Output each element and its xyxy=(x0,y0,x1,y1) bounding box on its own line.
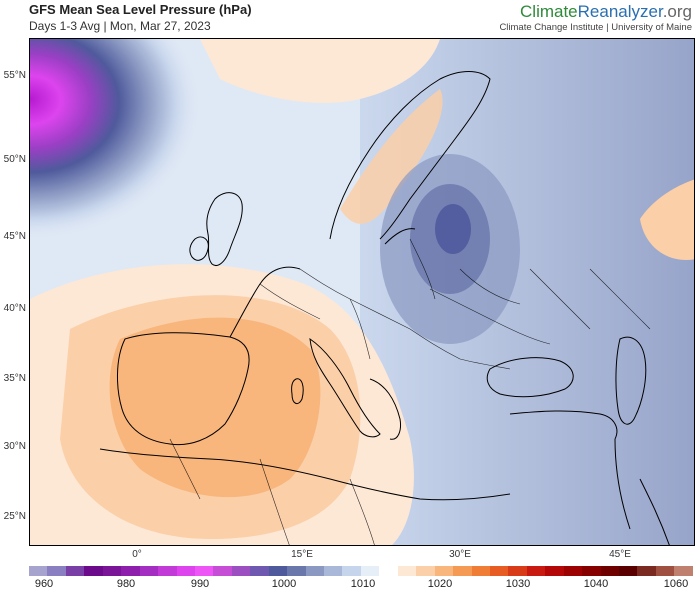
colorbar-swatch xyxy=(84,566,103,576)
colorbar-swatch xyxy=(600,566,619,576)
colorbar-swatch xyxy=(65,566,85,576)
lat-label-35: 35°N xyxy=(3,373,26,384)
colorbar-swatch xyxy=(158,566,177,576)
colorbar-swatch xyxy=(287,566,306,576)
colorbar-swatch xyxy=(213,566,232,576)
colorbar-swatch xyxy=(655,566,675,576)
colorbar-swatch xyxy=(250,566,269,576)
colorbar-swatch xyxy=(453,566,472,576)
brand-subtitle: Climate Change Institute | University of… xyxy=(499,22,692,33)
pressure-map-svg xyxy=(30,39,694,545)
colorbar-swatch xyxy=(194,566,214,576)
map-title: GFS Mean Sea Level Pressure (hPa) xyxy=(29,2,252,17)
colorbar-swatch xyxy=(360,566,380,576)
lat-label-55: 55°N xyxy=(3,70,26,81)
colorbar-swatch xyxy=(508,566,527,576)
colorbar-swatch xyxy=(29,566,48,576)
colorbar-swatch xyxy=(47,566,66,576)
colorbar-label-960: 960 xyxy=(34,578,54,590)
colorbar-swatch xyxy=(342,566,361,576)
colorbar-swatch xyxy=(471,566,490,576)
colorbar-label-990: 990 xyxy=(190,578,210,590)
lon-label-0: 0° xyxy=(132,549,142,560)
colorbar-swatch xyxy=(139,566,159,576)
lon-label-30e: 30°E xyxy=(449,549,471,560)
brand-part-climate: Climate xyxy=(520,2,578,21)
colorbar-swatch xyxy=(305,566,324,576)
colorbar-swatch xyxy=(489,566,509,576)
lat-label-50: 50°N xyxy=(3,154,26,165)
brand-logo[interactable]: ClimateReanalyzer.org Climate Change Ins… xyxy=(499,2,692,34)
brand-part-org: .org xyxy=(662,2,692,21)
colorbar-label-1010: 1010 xyxy=(350,578,376,590)
country-borders xyxy=(169,238,651,545)
brand-name: ClimateReanalyzer.org xyxy=(499,2,692,22)
colorbar-label-980: 980 xyxy=(116,578,136,590)
colorbar-swatch xyxy=(545,566,564,576)
colorbar-label-1020: 1020 xyxy=(427,578,453,590)
east-high-pocket xyxy=(640,179,694,260)
colorbar-swatch xyxy=(397,566,417,576)
colorbar-swatch xyxy=(324,566,343,576)
colorbar-swatch xyxy=(176,566,195,576)
colorbar-swatch xyxy=(102,566,122,576)
southwest-high-inner xyxy=(109,317,321,498)
lon-label-45e: 45°E xyxy=(609,549,631,560)
map-subtitle: Days 1-3 Avg | Mon, Mar 27, 2023 xyxy=(29,19,211,33)
colorbar-swatch xyxy=(121,566,140,576)
pressure-map[interactable] xyxy=(29,38,695,546)
lat-label-25: 25°N xyxy=(3,511,26,522)
colorbar-swatch xyxy=(674,566,693,576)
lat-label-45: 45°N xyxy=(3,231,26,242)
colorbar-label-1040: 1040 xyxy=(583,578,609,590)
colorbar-swatch xyxy=(582,566,601,576)
colorbar-swatch xyxy=(268,566,288,576)
lat-label-30: 30°N xyxy=(3,441,26,452)
colorbar-swatch xyxy=(526,566,546,576)
colorbar-swatch xyxy=(637,566,656,576)
lat-label-40: 40°N xyxy=(3,303,26,314)
title-block: GFS Mean Sea Level Pressure (hPa) Days 1… xyxy=(29,2,252,34)
colorbar-swatch xyxy=(379,566,398,576)
colorbar-swatch xyxy=(434,566,454,576)
colorbar-swatch xyxy=(416,566,435,576)
colorbar xyxy=(29,566,693,576)
brand-part-reanalyzer: Reanalyzer xyxy=(577,2,663,21)
colorbar-swatch xyxy=(619,566,638,576)
colorbar-label-1030: 1030 xyxy=(505,578,531,590)
colorbar-label-1000: 1000 xyxy=(271,578,297,590)
lon-label-15e: 15°E xyxy=(291,549,313,560)
colorbar-swatch xyxy=(563,566,583,576)
colorbar-label-1060: 1060 xyxy=(663,578,689,590)
baltic-low-core xyxy=(435,204,471,254)
colorbar-swatch xyxy=(231,566,251,576)
atlantic-low xyxy=(30,39,410,339)
